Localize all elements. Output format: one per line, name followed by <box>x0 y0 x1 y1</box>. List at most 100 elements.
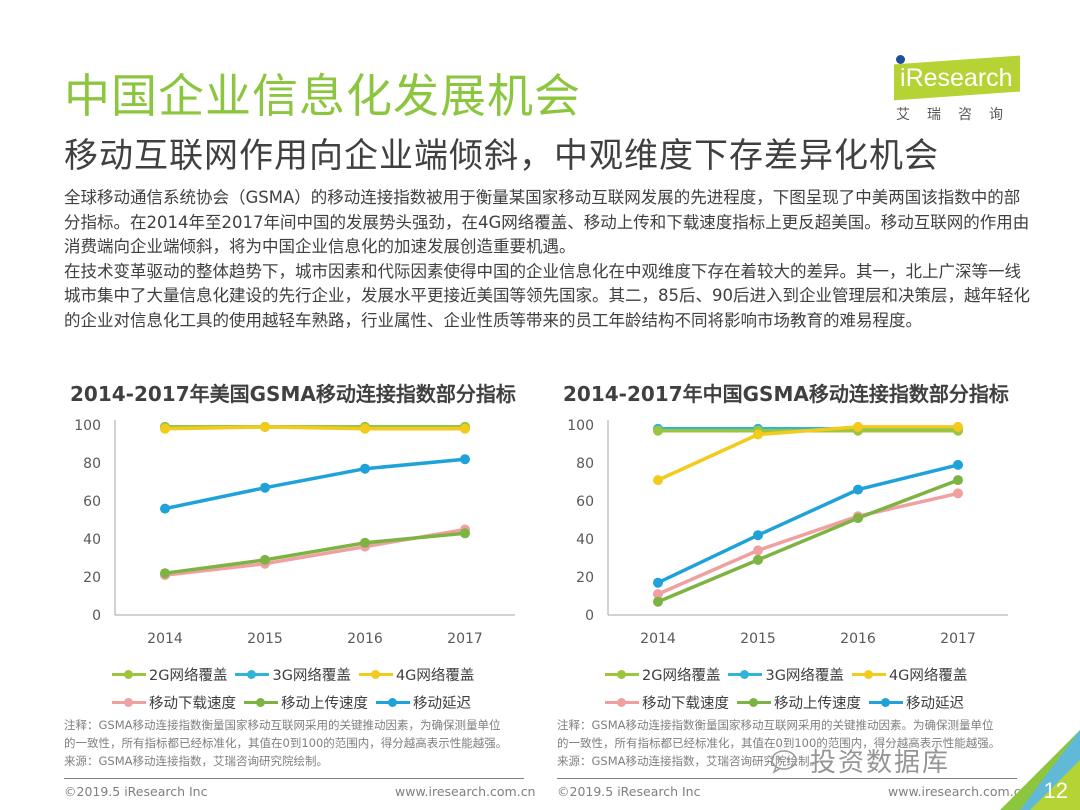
note-line: 来源：GSMA移动连接指数，艾瑞咨询研究院绘制。 <box>557 754 821 768</box>
data-point <box>653 475 663 486</box>
y-tick-label: 0 <box>92 608 101 624</box>
legend-item: 4G网络覆盖 <box>358 664 474 685</box>
legend-swatch-icon <box>869 695 903 709</box>
y-tick-label: 60 <box>83 494 101 510</box>
y-tick-label: 60 <box>576 494 594 510</box>
legend-item: 3G网络覆盖 <box>235 664 351 685</box>
legend-swatch-icon <box>728 667 763 681</box>
legend-row: 2G网络覆盖 3G网络覆盖 4G网络覆盖 <box>112 660 482 688</box>
legend-label: 移动上传速度 <box>774 695 861 712</box>
legend-row: 2G网络覆盖 3G网络覆盖 4G网络覆盖 <box>605 660 975 688</box>
y-tick-label: 100 <box>567 418 594 434</box>
legend-label: 3G网络覆盖 <box>765 667 844 684</box>
x-tick-label: 2017 <box>447 631 483 647</box>
note-right: 注释：GSMA移动连接指数衡量国家移动互联网采用的关键推动因素。为确保测量单位 … <box>557 716 1000 770</box>
data-point <box>853 513 863 524</box>
logo-cn-name: 艾瑞咨询 <box>896 107 1020 123</box>
legend-swatch-icon <box>851 667 886 681</box>
note-line: 的一致性，所有指标都已经标准化，其值在0到100的范围内，得分越高表示性能越强。 <box>64 736 508 750</box>
note-line: 来源：GSMA移动连接指数，艾瑞咨询研究院绘制。 <box>64 754 328 768</box>
legend-item: 移动下载速度 <box>605 692 729 713</box>
series-line <box>164 425 465 431</box>
series-line <box>164 457 466 511</box>
data-point <box>260 554 270 565</box>
data-point <box>653 577 663 588</box>
data-point <box>753 429 763 440</box>
legend-row: 移动下载速度 移动上传速度 移动延迟 <box>112 688 482 716</box>
data-point <box>953 421 963 432</box>
legend-label: 2G网络覆盖 <box>642 667 721 684</box>
body-text: 全球移动通信系统协会（GSMA）的移动连接指数被用于衡量某国家移动互联网发展的先… <box>64 186 1034 333</box>
logo-name: Research <box>905 64 1013 92</box>
series-line <box>164 531 466 575</box>
data-point <box>953 459 963 470</box>
us-chart-title: 2014-2017年美国GSMA移动连接指数部分指标 <box>70 382 516 406</box>
legend-swatch-icon <box>605 667 639 681</box>
legend-label: 4G网络覆盖 <box>888 667 968 684</box>
data-point <box>360 537 370 548</box>
note-line: 注释：GSMA移动连接指数衡量国家移动互联网采用的关键推动因素。为确保测量单位 <box>557 718 994 732</box>
data-point <box>460 454 470 465</box>
data-point <box>753 545 763 556</box>
footer-divider-left <box>64 778 524 779</box>
logo-brand: iResearch <box>900 64 1013 93</box>
y-tick-label: 20 <box>83 570 101 586</box>
legend-swatch-icon <box>376 695 410 709</box>
x-tick-label: 2016 <box>840 631 876 647</box>
y-tick-label: 40 <box>576 532 594 548</box>
note-line: 的一致性，所有指标都已经标准化，其值在0到100的范围内，得分越高表示性能越强。 <box>557 736 1001 750</box>
cn-chart-legend: 2G网络覆盖 3G网络覆盖 4G网络覆盖 移动下载速度 移动上传速度 移动延迟 <box>605 660 975 716</box>
data-point <box>360 463 370 474</box>
data-point <box>853 484 863 495</box>
data-point <box>460 528 470 539</box>
series-line <box>657 463 959 585</box>
us-chart-legend: 2G网络覆盖 3G网络覆盖 4G网络覆盖移动下载速度 移动上传速度 移动延迟 <box>112 660 482 716</box>
page-number: 12 <box>1043 778 1068 803</box>
legend-item: 2G网络覆盖 <box>605 664 720 685</box>
y-tick-label: 20 <box>576 570 594 586</box>
note-line: 注释：GSMA移动连接指数衡量国家移动互联网采用的关键推动因素，为确保测量单位 <box>64 718 501 732</box>
data-point <box>160 423 170 434</box>
legend-item: 2G网络覆盖 <box>112 664 227 685</box>
legend-label: 2G网络覆盖 <box>149 667 228 684</box>
legend-item: 4G网络覆盖 <box>851 664 968 685</box>
y-tick-label: 100 <box>74 418 101 434</box>
data-point <box>160 568 170 579</box>
legend-item: 3G网络覆盖 <box>728 664 844 685</box>
legend-swatch-icon <box>358 667 393 681</box>
footer-divider-right <box>557 778 1017 779</box>
data-point <box>653 425 663 436</box>
wechat-icon <box>771 750 797 774</box>
legend-label: 3G网络覆盖 <box>272 667 351 684</box>
data-point <box>460 423 470 434</box>
note-left: 注释：GSMA移动连接指数衡量国家移动互联网采用的关键推动因素，为确保测量单位 … <box>64 716 507 770</box>
data-point <box>260 421 270 432</box>
data-point <box>653 596 663 607</box>
iresearch-logo: iResearch 艾瑞咨询 <box>886 55 1036 128</box>
series-line <box>657 491 959 596</box>
legend-item: 移动延迟 <box>376 692 471 713</box>
us-line-chart: 0 20 40 60 80 100 2014 2015 2016 2017 <box>74 418 515 647</box>
copyright-left: ©2019.5 iResearch Inc <box>64 784 208 799</box>
corner-decoration <box>1000 730 1080 810</box>
y-tick-label: 80 <box>576 456 594 472</box>
y-tick-label: 40 <box>83 532 101 548</box>
logo-dot-icon <box>896 55 905 64</box>
legend-row: 移动下载速度 移动上传速度 移动延迟 <box>605 688 975 716</box>
legend-label: 移动上传速度 <box>281 695 368 712</box>
legend-swatch-icon <box>605 695 639 709</box>
x-tick-label: 2017 <box>940 631 976 647</box>
paragraph: 全球移动通信系统协会（GSMA）的移动连接指数被用于衡量某国家移动互联网发展的先… <box>64 188 1030 256</box>
data-point <box>853 421 863 432</box>
watermark-text: 投资数据库 <box>810 748 951 778</box>
page-title: 中国企业信息化发展机会 <box>64 69 581 123</box>
website-left: www.iresearch.com.cn <box>395 784 536 799</box>
legend-label: 移动下载速度 <box>642 695 729 712</box>
page-subtitle: 移动互联网作用向企业端倾斜，中观维度下存差异化机会 <box>64 136 939 176</box>
data-point <box>360 423 370 434</box>
x-tick-label: 2014 <box>640 631 676 647</box>
website-right: www.iresearch.com.cn <box>888 784 1029 799</box>
series-line <box>657 478 959 604</box>
legend-swatch-icon <box>235 667 270 681</box>
legend-swatch-icon <box>244 695 278 709</box>
